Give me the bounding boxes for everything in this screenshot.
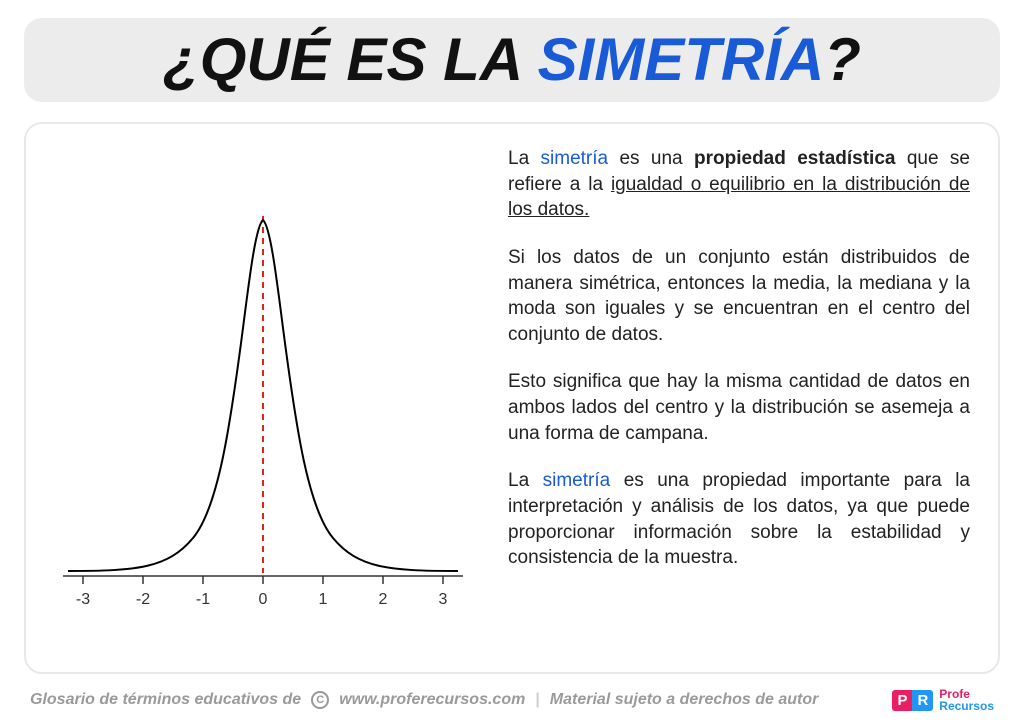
content-box: -3 -2 -1 0 1 2 3 La simetría es una prop… [24, 122, 1000, 674]
copyright-icon: C [311, 691, 329, 709]
logo-text: Profe Recursos [939, 688, 994, 712]
logo-r: R [912, 690, 933, 711]
chart-column: -3 -2 -1 0 1 2 3 [48, 146, 478, 650]
xtick-label: -1 [196, 591, 210, 608]
paragraph-1: La simetría es una propiedad estadística… [508, 146, 970, 223]
p1-b: es una [608, 148, 694, 169]
title-accent: SIMETRÍA [538, 26, 825, 93]
logo-box: P R [892, 690, 933, 711]
paragraph-2: Si los datos de un conjunto están distri… [508, 245, 970, 348]
p4-keyword: simetría [543, 470, 611, 491]
xtick-label: 2 [379, 591, 388, 608]
p1-keyword: simetría [541, 148, 609, 169]
bell-curve-chart: -3 -2 -1 0 1 2 3 [48, 178, 478, 618]
paragraph-3: Esto significa que hay la misma cantidad… [508, 369, 970, 446]
paragraph-4: La simetría es una propiedad importante … [508, 468, 970, 571]
title-bar: ¿QUÉ ES LA SIMETRÍA? [24, 18, 1000, 102]
p1-bold: propiedad estadística [694, 148, 895, 169]
page-title: ¿QUÉ ES LA SIMETRÍA? [52, 30, 972, 90]
footer-url: www.proferecursos.com [339, 691, 525, 709]
logo-line2: Recursos [939, 700, 994, 712]
xtick-label: 1 [319, 591, 328, 608]
footer-glossary: Glosario de términos educativos de [30, 691, 301, 709]
title-post: ? [824, 26, 861, 93]
footer: Glosario de términos educativos de C www… [24, 674, 1000, 712]
footer-separator: | [535, 691, 539, 709]
xtick-label: -3 [76, 591, 90, 608]
brand-logo: P R Profe Recursos [892, 688, 994, 712]
xtick-label: -2 [136, 591, 150, 608]
text-column: La simetría es una propiedad estadística… [508, 146, 970, 650]
xtick-label: 3 [439, 591, 448, 608]
x-ticks [83, 576, 443, 584]
p4-a: La [508, 470, 543, 491]
bell-curve-svg: -3 -2 -1 0 1 2 3 [48, 178, 478, 618]
xtick-label: 0 [259, 591, 268, 608]
logo-p: P [892, 690, 912, 711]
title-pre: ¿QUÉ ES LA [163, 26, 537, 93]
footer-rights: Material sujeto a derechos de autor [550, 691, 819, 709]
p1-a: La [508, 148, 541, 169]
